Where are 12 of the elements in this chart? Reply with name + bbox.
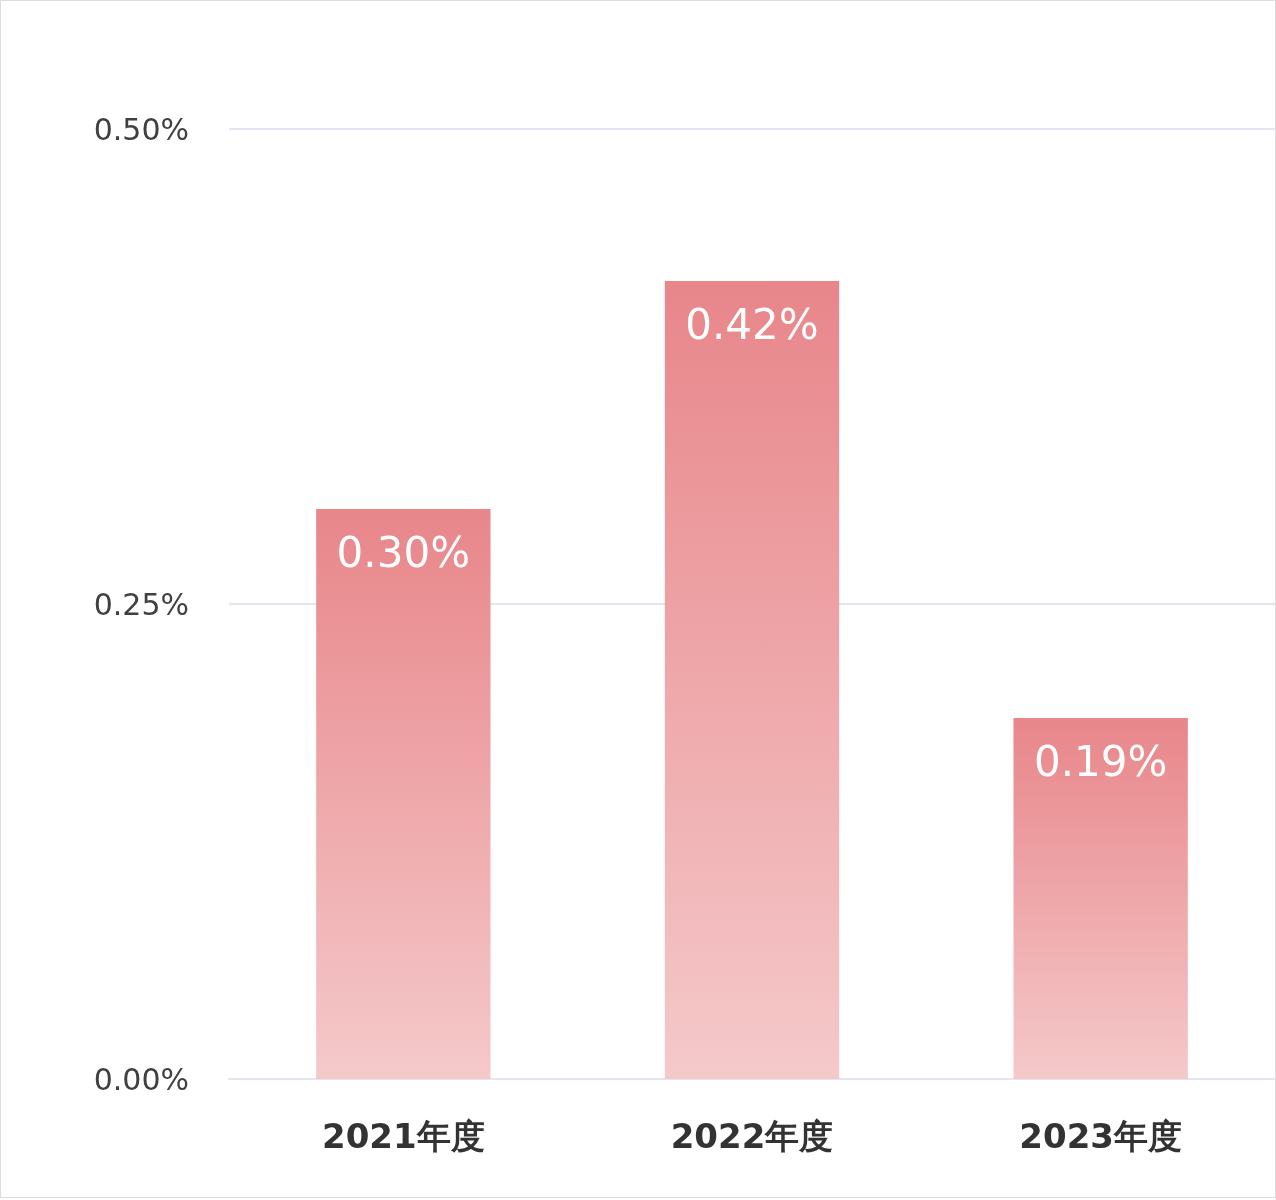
y-tick-label: 0.50% (93, 111, 189, 147)
data-label: 0.42% (685, 299, 819, 349)
data-label: 0.19% (1033, 736, 1168, 786)
bar (1013, 718, 1188, 1079)
y-tick-label: 0.00% (93, 1061, 189, 1097)
data-label: 0.30% (336, 527, 471, 577)
bar (664, 281, 840, 1079)
x-tick-label: 2022年度 (670, 1116, 834, 1156)
bar (316, 509, 491, 1079)
x-tick-label: 2021年度 (322, 1116, 485, 1156)
y-tick-label: 0.25% (93, 586, 189, 622)
x-tick-label: 2023年度 (1019, 1116, 1182, 1156)
